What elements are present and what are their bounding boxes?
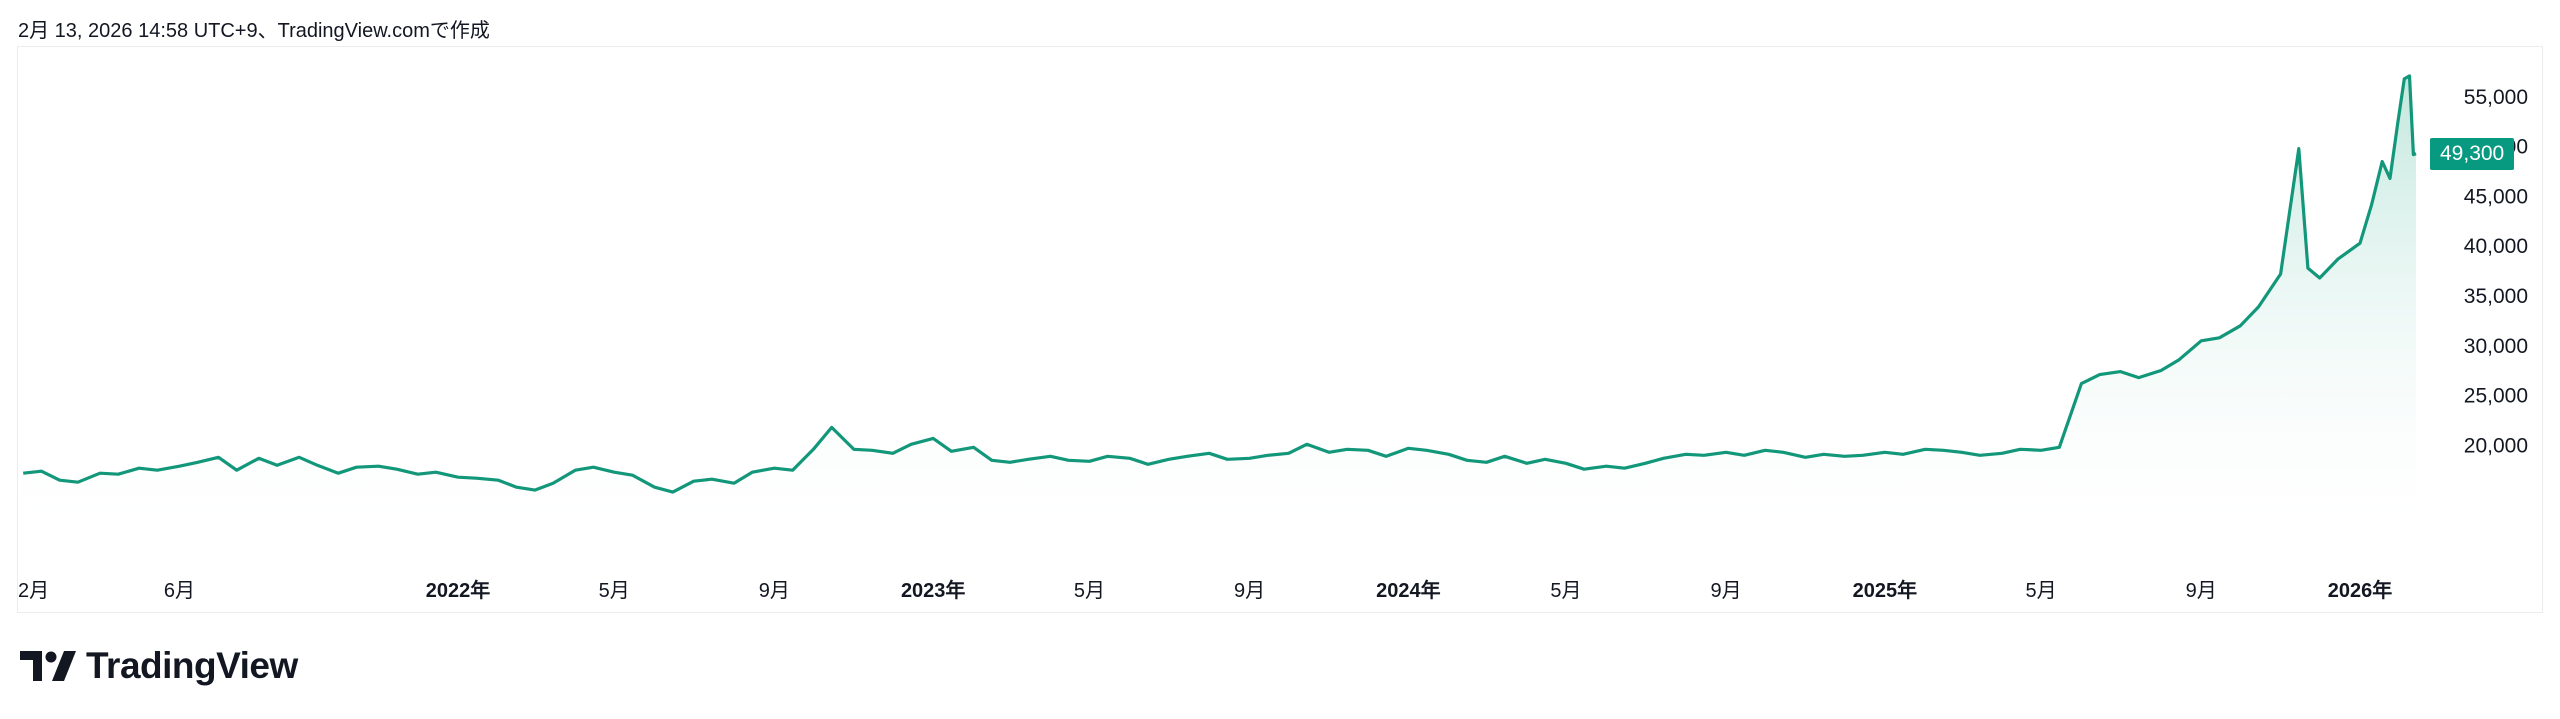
price-area-fill [23,75,2417,526]
x-axis-month-label: 5月 [2026,580,2057,602]
y-axis-tick-label: 20,000 [2464,434,2528,457]
y-axis-tick-label: 30,000 [2464,335,2528,358]
x-axis-month-label: 9月 [1710,580,1741,602]
brand[interactable]: TradingView [20,645,298,686]
x-axis-year-label: 2024年 [1376,578,1441,602]
x-axis-month-label: 5月 [1550,580,1581,602]
x-axis-month-label: 9月 [759,580,790,602]
x-axis-month-label: 6月 [164,580,195,602]
price-chart[interactable]: 55,00050,00045,00040,00035,00030,00025,0… [18,47,2544,614]
x-axis-month-label: 5月 [1074,580,1105,602]
x-axis-month-label: 5月 [599,580,630,602]
x-axis-month-label: 9月 [1234,580,1265,602]
x-axis-year-label: 2026年 [2328,578,2393,602]
last-price-label: 49,300 [2430,137,2515,170]
y-axis-tick-label: 45,000 [2464,185,2528,208]
x-axis-year-label: 2022年 [426,578,491,602]
y-axis-tick-label: 25,000 [2464,385,2528,408]
brand-name: TradingView [86,645,298,686]
y-axis-tick-label: 55,000 [2464,86,2528,109]
x-axis-year-label: 2023年 [901,578,966,602]
x-axis-month-label: 9月 [2186,580,2217,602]
tradingview-logo-icon [20,651,76,681]
chart-area[interactable]: 55,00050,00045,00040,00035,00030,00025,0… [17,46,2543,613]
y-axis-tick-label: 40,000 [2464,235,2528,258]
x-axis-month-label: 2月 [18,580,49,602]
x-axis-year-label: 2025年 [1853,578,1918,602]
price-line [23,74,2417,494]
chart-caption: 2月 13, 2026 14:58 UTC+9、TradingView.comで… [18,20,490,42]
y-axis-tick-label: 35,000 [2464,285,2528,308]
